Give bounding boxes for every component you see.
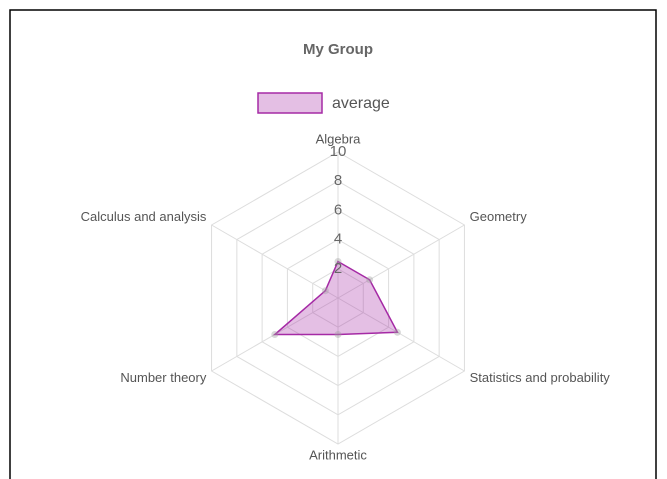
axis-label: Geometry	[470, 209, 528, 224]
chart-title: My Group	[303, 41, 373, 58]
series-area	[272, 260, 399, 336]
spoke	[337, 224, 465, 299]
r-tick-label: 6	[334, 201, 342, 218]
axis-label: Calculus and analysis	[81, 209, 207, 224]
r-tick-label: 2	[334, 260, 342, 277]
axis-label: Algebra	[316, 131, 362, 146]
axis-label: Statistics and probability	[470, 370, 611, 385]
point	[321, 287, 329, 295]
point	[334, 258, 342, 265]
point	[271, 331, 279, 338]
axis-label: Arithmetic	[309, 447, 367, 462]
point	[366, 276, 374, 284]
frame	[9, 9, 657, 479]
r-tick-label: 10	[330, 143, 347, 160]
r-tick-label: 4	[334, 231, 342, 248]
spoke	[211, 224, 339, 299]
axis-label: Number theory	[120, 370, 206, 385]
spoke	[337, 297, 465, 372]
point	[334, 331, 342, 338]
r-tick-label: 8	[334, 172, 342, 189]
legend-label: average	[332, 95, 390, 112]
legend-swatch	[257, 92, 323, 114]
point	[393, 328, 401, 336]
